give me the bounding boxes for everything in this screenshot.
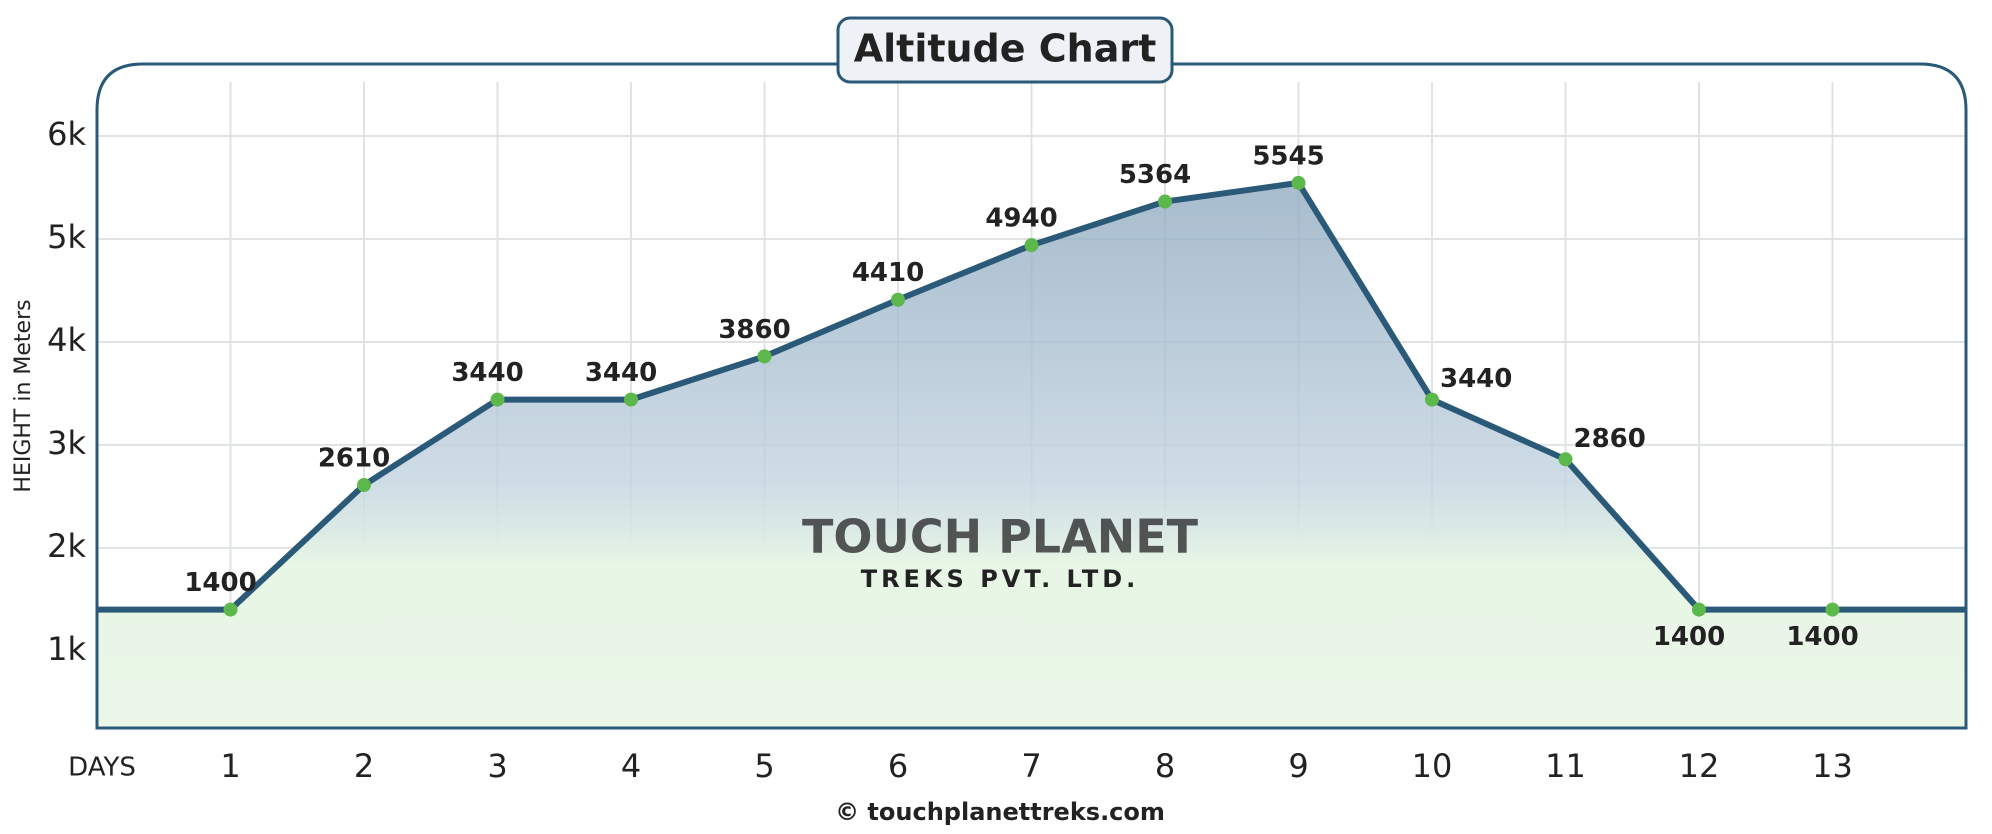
x-tick-label: 5: [754, 747, 774, 785]
chart-title: Altitude Chart: [854, 27, 1157, 71]
x-tick-label: 8: [1155, 747, 1175, 785]
plot-frame: [95, 62, 1968, 730]
data-label: 1400: [184, 568, 256, 598]
y-tick-label: 5k: [47, 218, 86, 256]
x-tick-label: 6: [888, 747, 908, 785]
data-point: [1825, 602, 1840, 617]
y-tick-label: 4k: [47, 321, 86, 359]
x-tick-label: 9: [1288, 747, 1308, 785]
y-tick-label: 1k: [47, 630, 86, 668]
data-label: 2860: [1574, 424, 1646, 454]
x-axis-label: DAYS: [68, 753, 136, 783]
x-tick-label: 1: [220, 747, 240, 785]
watermark: TOUCH PLANET: [802, 510, 1199, 564]
x-tick-label: 3: [487, 747, 507, 785]
data-label: 3440: [1440, 364, 1512, 394]
data-point: [490, 392, 505, 407]
x-tick-label: 10: [1412, 747, 1453, 785]
data-label: 5364: [1119, 160, 1191, 190]
y-tick-label: 3k: [47, 424, 86, 462]
y-tick-label: 2k: [47, 527, 86, 565]
title-box: [836, 16, 1174, 84]
data-point: [757, 349, 772, 364]
data-label: 5545: [1252, 141, 1324, 171]
data-label: 1400: [1653, 622, 1725, 652]
footer: © touchplanettreks.com: [835, 798, 1165, 826]
data-point: [1692, 602, 1706, 617]
x-tick-label: 13: [1812, 747, 1853, 785]
data-point: [624, 392, 638, 407]
x-tick-label: 11: [1545, 747, 1586, 785]
data-point: [1425, 392, 1439, 407]
data-label: 4410: [852, 258, 924, 288]
data-point: [891, 292, 905, 307]
x-tick-label: 2: [354, 747, 374, 785]
data-label: 2610: [318, 444, 390, 474]
y-axis-label: HEIGHT in Meters: [11, 299, 36, 492]
data-label: 3860: [718, 315, 790, 345]
data-point: [357, 478, 371, 493]
data-label: 3440: [451, 358, 523, 388]
area: [97, 182, 1966, 728]
x-tick-label: 4: [621, 747, 641, 785]
watermark: TREKS PVT. LTD.: [861, 565, 1140, 593]
data-point: [1158, 194, 1172, 209]
data-point: [223, 602, 238, 617]
marks: 1400 2610 3440 3440 3860 4410 4940 5364 5545 3440…: [97, 141, 1966, 728]
x-tick-label: 7: [1021, 747, 1041, 785]
data-point: [1558, 452, 1573, 467]
y-tick-label: 6k: [47, 115, 86, 153]
data-label: 4940: [985, 204, 1057, 234]
x-tick-label: 12: [1679, 747, 1720, 785]
data-label: 3440: [585, 358, 657, 388]
data-point: [1291, 175, 1306, 190]
data-point: [1024, 238, 1039, 253]
data-label: 1400: [1786, 622, 1858, 652]
